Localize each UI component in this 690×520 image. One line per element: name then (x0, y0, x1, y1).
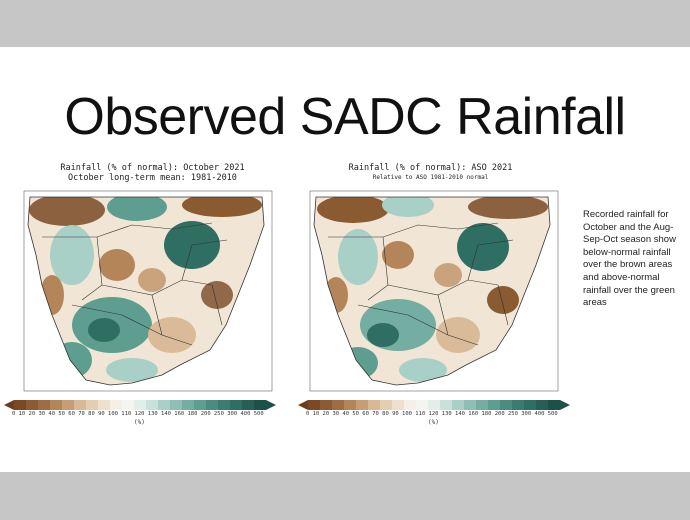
slide-title: Observed SADC Rainfall (64, 88, 626, 146)
map-1-title: Rainfall (% of normal): October 2021 Oct… (30, 163, 275, 183)
map-1-colorbar-ticks: 0 10 20 30 40 50 60 70 80 90 100 110 120… (12, 411, 264, 417)
map-2-borders (328, 222, 514, 346)
map-2-colorbar-unit: (%) (428, 419, 439, 426)
map-1-title-line2: October long-term mean: 1981-2010 (68, 173, 237, 183)
slide: Observed SADC Rainfall Rainfall (% of no… (0, 47, 690, 472)
map-2-coastline (313, 196, 551, 386)
map-1-title-line1: Rainfall (% of normal): October 2021 (60, 163, 245, 173)
map-1-colorbar-unit: (%) (134, 419, 145, 426)
map-2-title-line1: Rainfall (% of normal): ASO 2021 (348, 163, 513, 173)
map-2 (309, 190, 559, 392)
map-1-borders (42, 222, 228, 346)
description-text: Recorded rainfall for October and the Au… (583, 209, 676, 309)
map-1-colorbar (4, 400, 276, 410)
map-1 (23, 190, 273, 392)
map-2-title-line2: Relative to ASO 1981-2010 normal (372, 174, 489, 181)
map-1-coastline (27, 196, 265, 386)
map-2-title: Rainfall (% of normal): ASO 2021 Relativ… (303, 163, 558, 183)
map-2-colorbar (298, 400, 570, 410)
map-2-colorbar-ticks: 0 10 20 30 40 50 60 70 80 90 100 110 120… (306, 411, 558, 417)
